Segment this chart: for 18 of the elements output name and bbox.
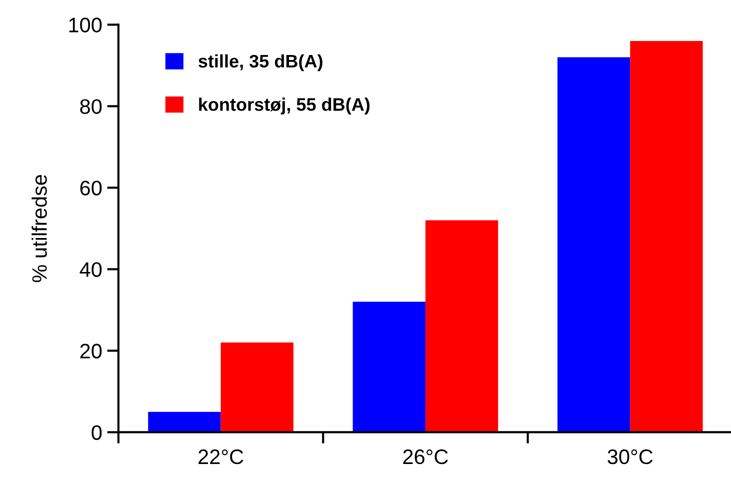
- bar: [425, 220, 498, 432]
- bar: [630, 40, 703, 432]
- bar: [352, 302, 426, 432]
- x-tick-label: 26°C: [403, 449, 448, 464]
- y-tick-label: 20: [80, 344, 102, 358]
- x-tick-label: 30°C: [608, 449, 653, 464]
- y-tick-label: 0: [92, 425, 102, 440]
- y-axis-title: % utilfredse: [32, 174, 47, 282]
- y-tick-label: 60: [80, 180, 102, 196]
- x-tick-label: 22°C: [198, 449, 244, 464]
- legend-label: stille, 35 dB(A): [198, 54, 322, 72]
- legend-label: kontorstøj, 55 dB(A): [199, 98, 370, 114]
- bar: [148, 412, 221, 432]
- bar: [220, 342, 294, 432]
- y-tick-label: 100: [69, 18, 102, 32]
- y-tick-label: 80: [80, 99, 102, 114]
- y-tick-label: 40: [80, 262, 102, 277]
- bar: [557, 57, 630, 432]
